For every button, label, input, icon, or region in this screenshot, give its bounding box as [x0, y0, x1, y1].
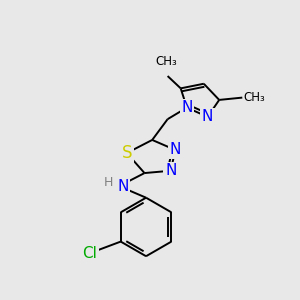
- Text: N: N: [169, 142, 181, 158]
- Text: N: N: [202, 110, 213, 124]
- Text: CH₃: CH₃: [155, 55, 177, 68]
- Text: N: N: [165, 163, 176, 178]
- Text: Cl: Cl: [82, 246, 97, 261]
- Text: N: N: [181, 100, 193, 115]
- Text: N: N: [117, 178, 129, 194]
- Text: H: H: [103, 176, 113, 189]
- Text: S: S: [122, 144, 132, 162]
- Text: CH₃: CH₃: [244, 91, 266, 104]
